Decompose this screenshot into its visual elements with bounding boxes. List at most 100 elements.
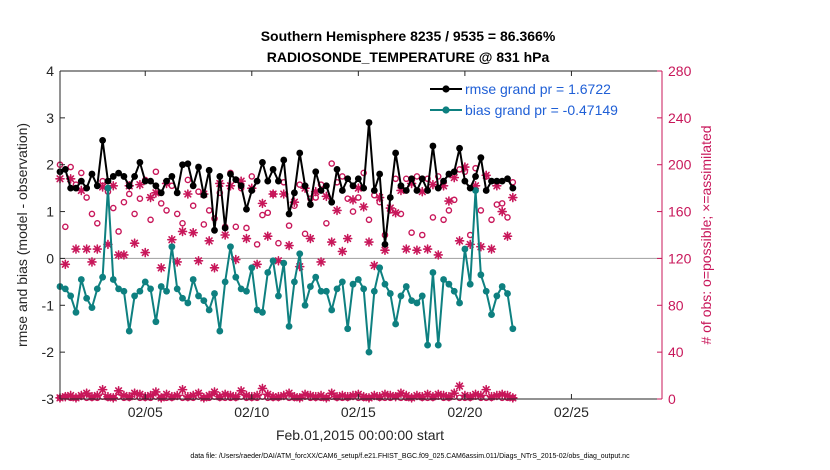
bias-point [61,285,69,293]
obs_assimilated-point [364,237,374,247]
rmse-point [72,184,80,192]
rmse-point [104,177,112,185]
y-axis-label: rmse and bias (model - observation) [14,123,30,347]
legend-rmse-marker [442,85,450,93]
bias-point [253,306,261,314]
obs_assimilated_bottom-point [145,390,156,401]
obs_assimilated-point [119,250,129,260]
y-tick-label: 1 [46,204,54,220]
rmse-point [306,201,314,208]
bias-point [445,280,453,288]
rmse-point [136,158,144,166]
obs_possible-point [243,224,250,232]
bias-point [349,280,357,288]
x-tick-label: 02/20 [447,404,482,420]
rmse-point [173,189,181,197]
bias-point [317,287,325,295]
rmse-point [157,189,165,197]
obs_possible-point [434,173,442,180]
bias-point [179,294,186,302]
bias-point [354,276,362,283]
rmse-point [259,158,266,166]
obs_possible-point [189,202,197,210]
bias-point [461,245,469,253]
obs_possible-point [131,210,138,218]
obs_possible-point [147,216,154,224]
y-right-tick-label: 40 [668,344,684,360]
rmse-point [61,166,69,173]
rmse-point [493,177,501,185]
obs_assimilated-point [129,238,140,248]
obs_possible-point [349,208,357,215]
rmse-point [120,173,128,180]
obs_assimilated-point [326,237,337,247]
rmse-point [418,175,426,183]
obs_possible-point [413,173,421,180]
obs_assimilated-point [220,230,230,240]
bias-point [386,290,394,297]
bias-point [83,294,91,302]
bias-point [136,287,144,295]
rmse-point [440,177,447,185]
x-tick-label: 02/15 [341,404,376,420]
obs_assimilated-point [412,245,422,256]
x-axis-label: Feb.01,2015 00:00:00 start [276,427,444,443]
rmse-point [381,240,389,248]
obs_assimilated-point [172,257,183,267]
bias-point [189,276,197,283]
bias-point [77,276,85,283]
obs_possible-point [397,210,405,218]
obs_assimilated_bottom-point [252,390,262,401]
bias-point [370,287,378,295]
obs_possible-point [136,195,144,202]
bias-point [456,299,463,307]
rmse-point [248,187,256,194]
bias-point [211,290,218,297]
bias-point [301,301,309,309]
obs_assimilated-point [183,189,193,199]
bias-point [275,292,282,300]
bias-point [408,297,416,304]
bias-point [141,278,149,286]
rmse-point [253,177,261,185]
bias-point [392,320,400,328]
obs_assimilated-point [156,262,167,273]
bias-point [285,322,293,330]
rmse-point [349,182,357,190]
bias-point [216,327,224,335]
obs_possible-point [232,223,240,231]
bias-point [344,325,352,333]
rmse-point [456,144,463,152]
obs_assimilated_bottom-point [454,381,465,391]
obs_assimilated-point [177,226,188,237]
rmse-point [498,177,506,185]
rmse-point [221,224,229,232]
bias-point [221,278,229,286]
bias-point [157,283,165,290]
bias-point [424,341,431,349]
rmse-point [466,184,474,192]
obs_assimilated-point [241,233,252,244]
bias-point [88,304,96,312]
y-tick-label: -3 [42,391,55,407]
rmse-point [429,142,437,150]
obs_assimilated_bottom-point [508,393,518,403]
rmse-point [227,170,234,178]
obs_possible-point [184,176,192,184]
rmse-point [189,182,197,190]
obs_assimilated-point [167,234,177,245]
bias-point [472,187,479,194]
obs_possible-point [301,230,309,238]
bias-point [477,271,485,279]
obs_assimilated-point [497,206,507,217]
obs_assimilated_bottom-point [481,384,491,395]
obs_assimilated-point [71,244,81,254]
bias-point [509,325,517,333]
rmse-point [477,154,485,162]
rmse-point [179,161,186,169]
rmse-point [328,198,336,206]
rmse-point [125,182,133,190]
obs_assimilated-point [151,188,161,198]
obs_assimilated-point [76,185,87,196]
